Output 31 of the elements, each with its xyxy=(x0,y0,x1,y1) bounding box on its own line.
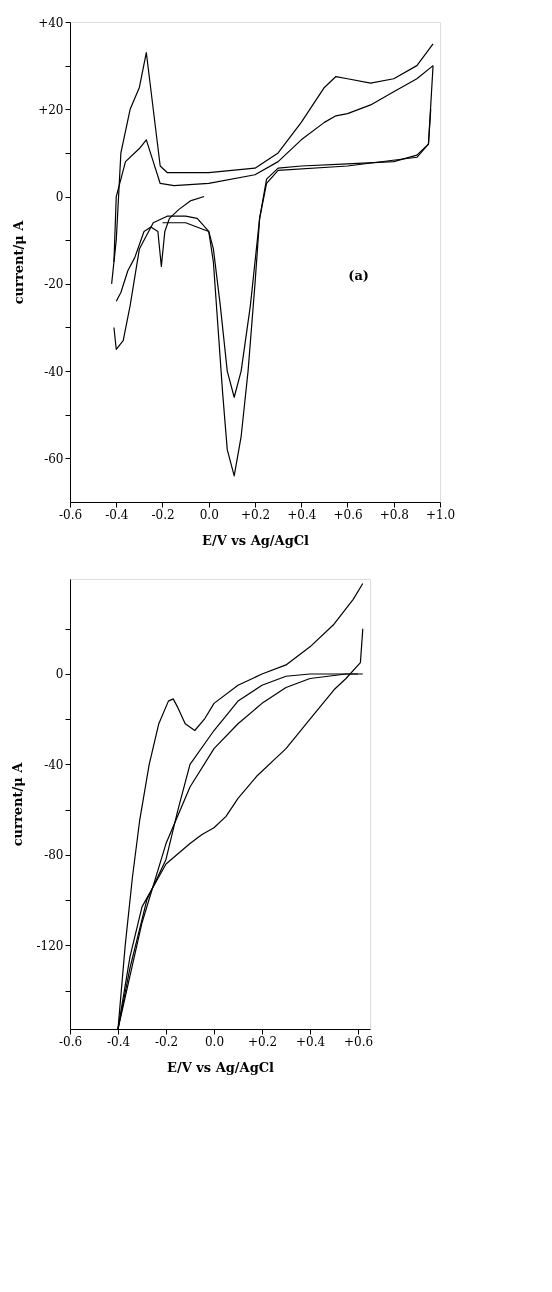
annotation: (a) xyxy=(348,268,369,284)
x-tick-label: +1.0 xyxy=(425,507,456,522)
x-axis-title: E/V vs Ag/AgCl xyxy=(166,1059,275,1075)
x-tick-label: +0.8 xyxy=(379,507,409,522)
x-tick-label: +0.2 xyxy=(247,1034,278,1049)
x-tick-label: 0.0 xyxy=(204,1034,225,1049)
y-tick-label: -40 xyxy=(44,757,64,772)
x-tick-label: +0.6 xyxy=(343,1034,374,1049)
x-axis-title: E/V vs Ag/AgCl xyxy=(201,532,310,548)
x-tick-label: -0.6 xyxy=(58,1034,83,1049)
y-tick-label: -120 xyxy=(36,938,64,953)
x-tick-label: +0.4 xyxy=(295,1034,326,1049)
x-tick-label: +0.2 xyxy=(240,507,271,522)
y-tick-label: -80 xyxy=(44,848,64,863)
y-tick-label: +20 xyxy=(38,102,64,117)
x-tick-label: 0.0 xyxy=(199,507,219,522)
y-tick-label: -60 xyxy=(44,451,64,466)
y-tick-label: 0 xyxy=(55,667,64,682)
y-tick-label: -20 xyxy=(44,277,64,292)
x-tick-label: +0.6 xyxy=(333,507,363,522)
y-tick-label: -40 xyxy=(44,364,64,379)
y-tick-label: +40 xyxy=(38,15,64,30)
x-tick-label: -0.2 xyxy=(154,1034,179,1049)
x-tick-label: -0.2 xyxy=(151,507,175,522)
x-tick-label: -0.4 xyxy=(105,507,129,522)
y-axis-title: current/μ A xyxy=(11,219,27,305)
y-tick-label: 0 xyxy=(55,190,64,205)
x-tick-label: -0.6 xyxy=(58,507,83,522)
x-tick-label: -0.4 xyxy=(106,1034,131,1049)
y-axis-title: current/μ A xyxy=(9,761,25,847)
x-tick-label: +0.4 xyxy=(287,507,317,522)
